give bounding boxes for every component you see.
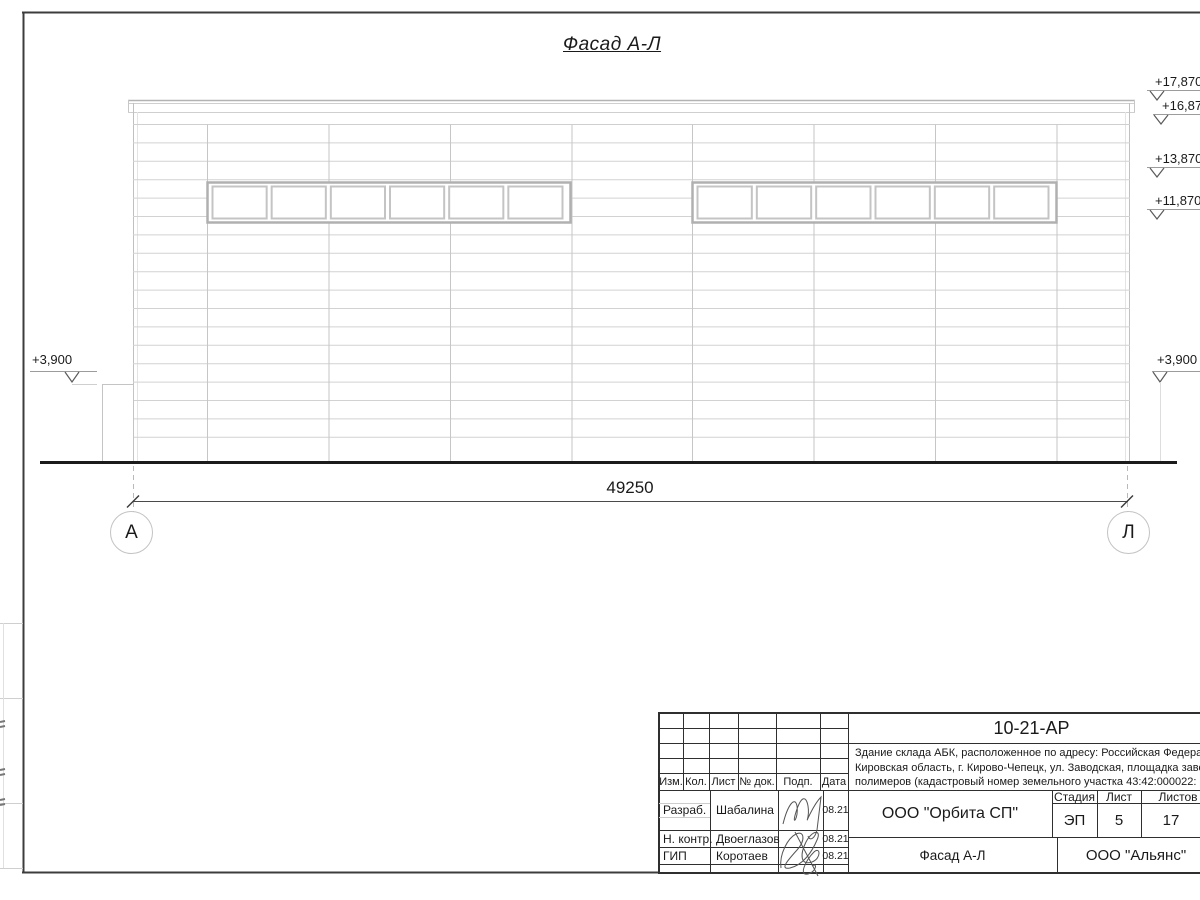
- tb-subtitle: Фасад А-Л: [919, 847, 986, 863]
- tb-org-top: ООО "Орбита СП": [881, 804, 1019, 822]
- tb-sheets-label: Листов: [1158, 789, 1198, 804]
- signature-icon: [780, 795, 822, 877]
- left-margin-table: [0, 623, 23, 869]
- tb-header-podp: Подп.: [783, 775, 813, 788]
- elevation-mark-13870: +13,870: [1155, 151, 1200, 166]
- elevation-mark-11870: +11,870: [1155, 193, 1200, 208]
- tb-sheet-label: Лист: [1105, 789, 1133, 804]
- tb-stage-value: ЭП: [1063, 811, 1086, 829]
- building-facade: [102, 99, 1135, 462]
- doc-code: 10-21-АР: [993, 717, 1070, 738]
- description-line: Кировская область, г. Кирово-Чепецк, ул.…: [855, 761, 1200, 774]
- tb-date-nkontr: 08.21: [822, 832, 849, 845]
- tb-header-data: Дата: [821, 775, 847, 788]
- elevation-mark-3900-right: +3,900: [1157, 352, 1198, 367]
- tb-name-gip: Коротаев: [716, 849, 768, 863]
- tb-stage-label: Стадия: [1054, 789, 1095, 804]
- tb-header-izm: Изм.: [659, 775, 683, 788]
- tb-header-list: Лист: [711, 775, 736, 788]
- tb-name-nkontr: Двоеглазов: [716, 832, 780, 846]
- axis-bubble-a: А: [110, 511, 153, 554]
- tb-role-gip: ГИП: [663, 849, 687, 863]
- title-block-grid: [658, 712, 1200, 874]
- description-line: Здание склада АБК, расположенное по адре…: [855, 747, 1200, 759]
- elevation-mark-17870: +17,870: [1155, 74, 1200, 89]
- project-description: Здание склада АБК, расположенное по адре…: [855, 746, 1200, 790]
- tb-sheet-value: 5: [1114, 811, 1124, 829]
- tb-date-gip: 08.21: [822, 849, 849, 862]
- tb-org-bottom: ООО "Альянс": [1085, 846, 1187, 864]
- tb-role-nkontr: Н. контр.: [663, 832, 713, 846]
- elevation-mark-16870: +16,870: [1162, 98, 1200, 113]
- axis-bubble-l: Л: [1107, 511, 1150, 554]
- page-title: Фасад А-Л: [563, 34, 662, 55]
- tb-date-razrab: 08.21: [822, 804, 849, 816]
- elevation-mark-symbols: [30, 90, 1200, 461]
- dimension-value: 49250: [606, 478, 654, 497]
- tb-header-kol: Кол.: [685, 775, 707, 788]
- description-line: полимеров (кадастровый номер земельного …: [855, 776, 1197, 789]
- tb-name-razrab: Шабалина: [716, 803, 774, 817]
- elevation-mark-3900-left: +3,900: [32, 352, 73, 367]
- tb-header-ndok: № док.: [739, 775, 775, 788]
- tb-role-razrab: Разраб.: [663, 803, 707, 817]
- dimension-line: [126, 466, 1134, 512]
- tb-sheets-value: 17: [1162, 811, 1180, 829]
